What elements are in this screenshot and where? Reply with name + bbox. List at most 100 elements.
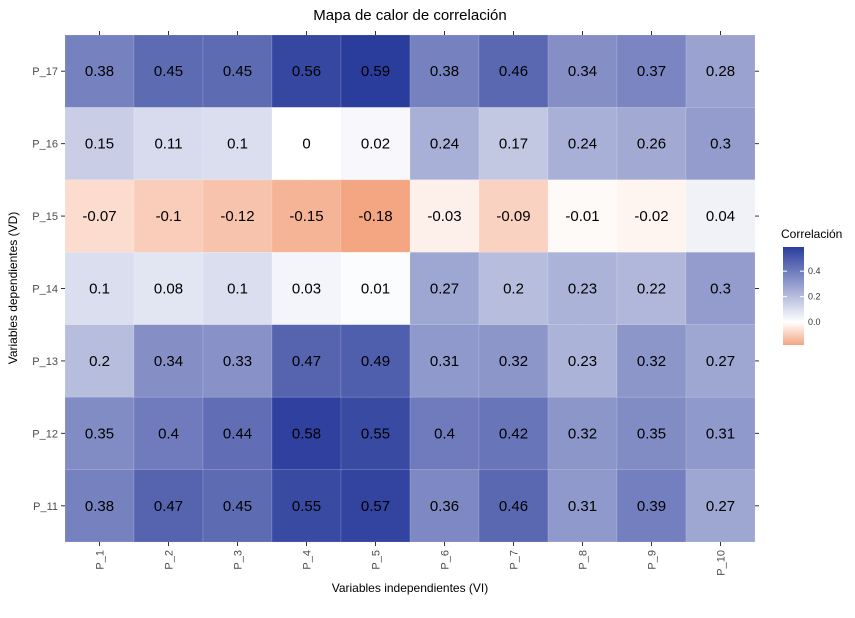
heatmap-cell	[271, 252, 342, 325]
heatmap-cells	[64, 34, 756, 543]
heatmap-cell	[271, 396, 342, 470]
heatmap-cell	[478, 34, 549, 108]
heatmap-cell	[340, 179, 411, 253]
heatmap-cell	[409, 179, 480, 253]
heatmap-cell	[409, 396, 480, 470]
heatmap-cell	[685, 34, 756, 108]
heatmap-cell	[616, 34, 687, 108]
heatmap-cell	[478, 252, 549, 325]
cell-value-label: 0.45	[223, 498, 252, 515]
cell-value-label: -0.01	[565, 208, 599, 225]
heatmap-cell	[202, 179, 273, 253]
cell-value-label: -0.03	[427, 208, 461, 225]
cell-value-label: 0.26	[637, 136, 666, 153]
cell-value-label: 0.2	[503, 281, 524, 298]
heatmap-cell	[685, 179, 756, 253]
heatmap-cell	[202, 396, 273, 470]
cell-value-label: 0.44	[223, 425, 252, 442]
x-axis: P_1 P_2 P_3 P_4 P_5 P_6 P_7 P_8 P_9 P_10	[95, 31, 728, 576]
cell-value-label: 0.24	[430, 136, 459, 153]
heatmap-cell	[685, 252, 756, 325]
legend: Correlación 0.4 0.2 0.0	[781, 227, 842, 345]
y-tick-label: P_14	[32, 284, 58, 296]
cell-value-label: 0.01	[361, 281, 390, 298]
cell-value-label: 0.04	[706, 208, 735, 225]
cell-value-label: 0.34	[568, 63, 597, 80]
cell-value-label: 0.39	[637, 498, 666, 515]
heatmap-cell	[685, 324, 756, 398]
x-tick-label: P_7	[509, 550, 521, 570]
cell-value-label: 0	[302, 136, 310, 153]
cell-value-label: 0.47	[292, 353, 321, 370]
y-tick-label: P_17	[32, 66, 58, 78]
heatmap-cell	[478, 179, 549, 253]
cell-value-label: 0.37	[637, 63, 666, 80]
heatmap-cell	[271, 179, 342, 253]
x-tick-label: P_5	[371, 550, 383, 570]
cell-value-label: 0.46	[499, 498, 528, 515]
heatmap-cell	[547, 34, 618, 108]
legend-tick-label: 0.0	[808, 317, 821, 327]
heatmap-cell	[409, 34, 480, 108]
cell-value-label: 0.46	[499, 63, 528, 80]
cell-value-label: 0.42	[499, 425, 528, 442]
cell-value-label: 0.17	[499, 136, 528, 153]
heatmap-cell	[616, 252, 687, 325]
y-tick-label: P_15	[32, 211, 58, 223]
cell-value-label: 0.27	[706, 498, 735, 515]
cell-value-label: -0.1	[156, 208, 182, 225]
x-tick-label: P_10	[716, 550, 728, 576]
heatmap-cell	[202, 107, 273, 181]
y-tick-label: P_11	[33, 501, 58, 513]
y-tick-label: P_16	[32, 139, 58, 151]
heatmap-cell	[133, 179, 204, 253]
cell-value-label: 0.35	[637, 425, 666, 442]
cell-value-label: 0.28	[706, 63, 735, 80]
heatmap-cell	[340, 252, 411, 325]
cell-value-label: 0.34	[154, 353, 183, 370]
heatmap-cell	[64, 107, 135, 181]
cell-value-label: 0.31	[430, 353, 459, 370]
cell-value-label: 0.1	[227, 281, 248, 298]
y-tick-label: P_12	[32, 428, 58, 440]
cell-value-label: 0.1	[227, 136, 248, 153]
cell-value-label: 0.59	[361, 63, 390, 80]
cell-value-label: 0.03	[292, 281, 321, 298]
x-tick-label: P_9	[647, 550, 659, 570]
x-tick-label: P_1	[95, 550, 107, 570]
heatmap-cell	[616, 324, 687, 398]
cell-value-label: 0.3	[710, 281, 731, 298]
heatmap-cell	[616, 396, 687, 470]
heatmap-cell	[547, 324, 618, 398]
heatmap-cell	[616, 107, 687, 181]
x-tick-label: P_6	[440, 550, 452, 570]
cell-value-label: 0.36	[430, 498, 459, 515]
cell-value-label: 0.55	[292, 498, 321, 515]
cell-value-label: -0.02	[634, 208, 668, 225]
legend-title: Correlación	[781, 227, 842, 241]
cell-value-label: 0.31	[568, 498, 597, 515]
heatmap-cell	[133, 396, 204, 470]
y-axis-title: Variables dependientes (VD)	[6, 212, 20, 365]
heatmap-cell	[64, 469, 135, 543]
heatmap-cell	[409, 324, 480, 398]
cell-value-label: -0.12	[220, 208, 254, 225]
cell-value-label: 0.56	[292, 63, 321, 80]
cell-value-label: 0.38	[430, 63, 459, 80]
x-axis-title: Variables independientes (VI)	[332, 581, 489, 595]
heatmap-cell	[478, 396, 549, 470]
cell-value-label: 0.08	[154, 281, 183, 298]
cell-value-label: 0.45	[154, 63, 183, 80]
cell-value-label: -0.15	[289, 208, 323, 225]
heatmap-cell	[409, 252, 480, 325]
heatmap-cell	[409, 469, 480, 543]
cell-value-label: -0.09	[496, 208, 530, 225]
cell-value-label: 0.58	[292, 425, 321, 442]
heatmap-cell	[133, 34, 204, 108]
heatmap-cell	[340, 107, 411, 181]
heatmap-cell	[202, 252, 273, 325]
cell-value-label: 0.11	[154, 136, 182, 153]
cell-value-label: -0.07	[82, 208, 116, 225]
legend-tick-label: 0.4	[808, 266, 821, 276]
